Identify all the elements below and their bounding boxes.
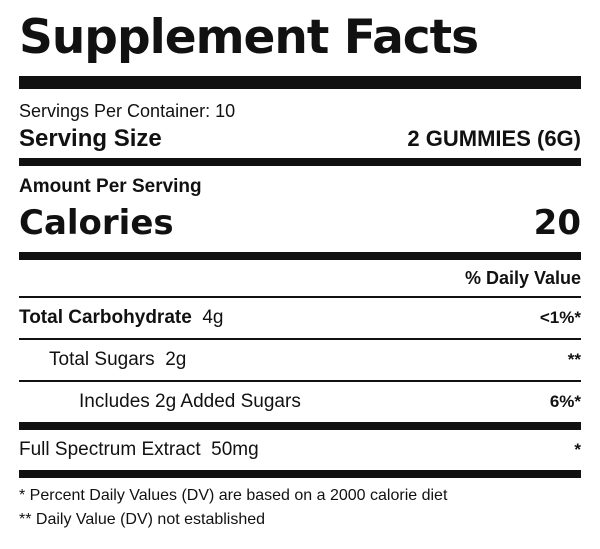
divider-medium: [19, 422, 581, 430]
calories-value: 20: [534, 200, 581, 246]
footnote: * Percent Daily Values (DV) are based on…: [19, 484, 581, 508]
divider-thick: [19, 76, 581, 89]
footnotes: * Percent Daily Values (DV) are based on…: [19, 484, 581, 532]
nutrient-dv: 6%*: [550, 392, 581, 412]
nutrient-row: Total Sugars 2g **: [19, 340, 581, 380]
nutrient-dv: **: [568, 350, 581, 370]
nutrient-name: Total Carbohydrate: [19, 307, 192, 328]
amount-per-serving: Amount Per Serving: [19, 174, 581, 200]
calories-label: Calories: [19, 200, 174, 246]
calories-row: Calories 20: [19, 200, 581, 246]
nutrient-dv: <1%*: [540, 308, 581, 328]
daily-value-header: % Daily Value: [19, 260, 581, 296]
divider-medium: [19, 470, 581, 478]
supplement-facts-label: Supplement Facts Servings Per Container:…: [19, 0, 581, 532]
divider-medium: [19, 252, 581, 260]
nutrient-name-amount: Total Carbohydrate 4g: [19, 307, 223, 329]
serving-size-label: Serving Size: [19, 122, 162, 156]
serving-size-value: 2 GUMMIES (6G): [407, 122, 581, 156]
footnote: ** Daily Value (DV) not established: [19, 508, 581, 532]
nutrient-row: Full Spectrum Extract 50mg *: [19, 430, 581, 470]
label-title: Supplement Facts: [19, 8, 581, 68]
nutrient-name-amount: Full Spectrum Extract 50mg: [19, 439, 259, 461]
nutrient-name: Includes 2g Added Sugars: [79, 391, 301, 413]
nutrient-amount: 2g: [165, 349, 186, 370]
nutrient-amount: 50mg: [211, 439, 259, 460]
divider-medium: [19, 158, 581, 166]
nutrient-row: Total Carbohydrate 4g <1%*: [19, 298, 581, 338]
nutrient-name: Total Sugars: [49, 349, 155, 370]
nutrient-amount: 4g: [202, 307, 223, 328]
nutrient-name-amount: Total Sugars 2g: [49, 349, 186, 371]
nutrient-row: Includes 2g Added Sugars 6%*: [19, 382, 581, 422]
nutrient-dv: *: [574, 440, 581, 460]
serving-size-row: Serving Size 2 GUMMIES (6G): [19, 122, 581, 156]
nutrient-name: Full Spectrum Extract: [19, 439, 201, 460]
servings-per-container: Servings Per Container: 10: [19, 101, 581, 122]
